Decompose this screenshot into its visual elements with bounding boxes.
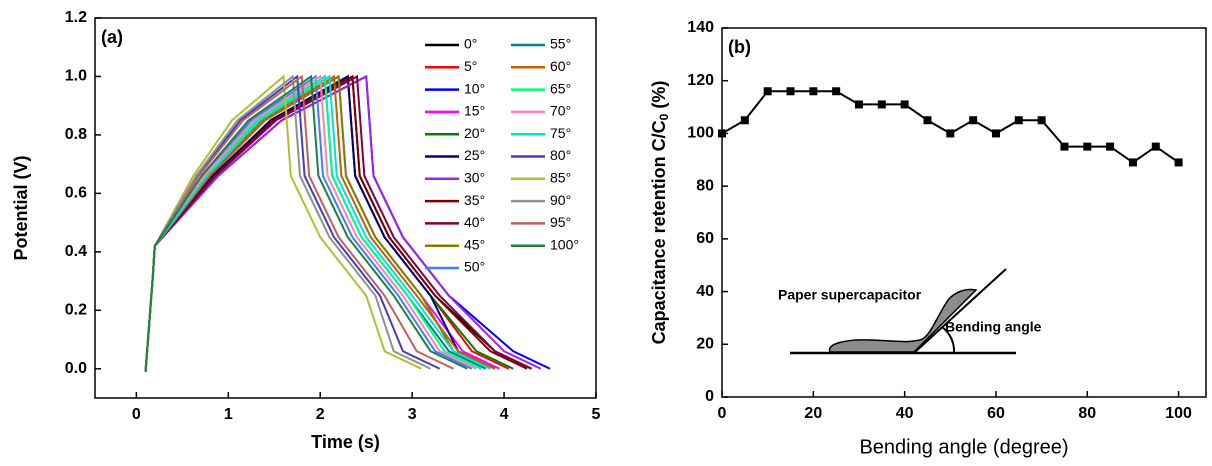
x-tick-label: 100 bbox=[1165, 405, 1192, 422]
y-tick-label: 40 bbox=[696, 283, 714, 300]
legend-label: 100° bbox=[550, 236, 579, 252]
marker bbox=[923, 116, 932, 125]
marker bbox=[1151, 142, 1160, 151]
x-tick-label: 5 bbox=[592, 406, 601, 423]
y-tick-label: 60 bbox=[696, 230, 714, 247]
legend-label: 85° bbox=[550, 170, 571, 186]
marker bbox=[786, 87, 795, 96]
y-tick-label: 0 bbox=[705, 388, 714, 405]
y-tick-label: 0.6 bbox=[65, 185, 87, 202]
marker bbox=[740, 116, 749, 125]
inset-drawing: Paper supercapacitor Bending angle bbox=[778, 268, 1042, 355]
y-tick-label: 0.2 bbox=[65, 302, 87, 319]
marker bbox=[809, 87, 818, 96]
y-tick-label: 0.4 bbox=[65, 243, 87, 260]
y-axis-label-main: Potential (V) bbox=[11, 155, 31, 260]
marker bbox=[1174, 158, 1183, 167]
y-tick-label: 0.8 bbox=[65, 126, 87, 143]
panel-label: (b) bbox=[728, 37, 751, 57]
plot-frame bbox=[94, 17, 597, 399]
data-line bbox=[144, 74, 551, 372]
y-tick-label: 140 bbox=[687, 19, 714, 36]
legend-label: 5° bbox=[464, 58, 477, 74]
y-axis-label-sub: 0 bbox=[657, 113, 671, 120]
marker bbox=[718, 129, 726, 138]
x-tick-label: 3 bbox=[408, 406, 417, 423]
x-tick-label: 40 bbox=[896, 405, 914, 422]
y-axis-label-end: (%) bbox=[649, 81, 669, 114]
legend-label: 25° bbox=[464, 147, 485, 163]
y-tick-label: 20 bbox=[696, 336, 714, 353]
legend-label: 75° bbox=[550, 125, 571, 141]
y-tick-label: 100 bbox=[687, 125, 714, 142]
marker bbox=[1014, 116, 1023, 125]
marker bbox=[832, 87, 841, 96]
legend-label: 35° bbox=[464, 192, 485, 208]
x-tick-label: 80 bbox=[1078, 405, 1096, 422]
x-axis-label: Time (s) bbox=[311, 432, 380, 452]
legend-label: 65° bbox=[550, 80, 571, 96]
plot-frame bbox=[721, 27, 1207, 398]
x-tick-label: 0 bbox=[132, 406, 141, 423]
legend-label: 50° bbox=[464, 259, 485, 275]
legend-label: 40° bbox=[464, 214, 485, 230]
legend-label: 95° bbox=[550, 214, 571, 230]
y-tick-label: 0.0 bbox=[65, 360, 87, 377]
x-tick-label: 4 bbox=[500, 406, 509, 423]
x-tick-label: 60 bbox=[987, 405, 1005, 422]
y-tick-label: 1.2 bbox=[65, 9, 87, 26]
legend-label: 15° bbox=[464, 103, 485, 119]
data-line bbox=[144, 74, 422, 372]
marker bbox=[1128, 158, 1137, 167]
legend-label: 45° bbox=[464, 236, 485, 252]
marker bbox=[1083, 142, 1092, 151]
marker bbox=[969, 116, 978, 125]
marker bbox=[877, 100, 886, 109]
data-line bbox=[721, 90, 1180, 164]
marker bbox=[991, 129, 1000, 138]
marker bbox=[1106, 142, 1115, 151]
legend-label: 30° bbox=[464, 170, 485, 186]
x-tick-label: 0 bbox=[718, 405, 727, 422]
bend-line bbox=[913, 268, 1007, 354]
data-line bbox=[144, 74, 468, 372]
panel-label: (a) bbox=[101, 27, 123, 47]
legend-label: 60° bbox=[550, 58, 571, 74]
paper-shape bbox=[828, 288, 978, 353]
y-axis-label-main: Capacitance retention C/C bbox=[649, 120, 669, 344]
x-tick-label: 2 bbox=[316, 406, 325, 423]
legend-label: 90° bbox=[550, 192, 571, 208]
annotation: Bending angle bbox=[945, 319, 1042, 335]
annotation: Paper supercapacitor bbox=[778, 287, 922, 303]
angle-arc bbox=[941, 326, 956, 354]
y-axis-label: Potential (V) bbox=[11, 155, 31, 260]
legend-label: 10° bbox=[464, 80, 485, 96]
x-tick-label: 1 bbox=[224, 406, 233, 423]
legend-label: 0° bbox=[464, 36, 477, 52]
marker bbox=[1037, 116, 1046, 125]
legend-label: 55° bbox=[550, 36, 571, 52]
marker bbox=[900, 100, 909, 109]
legend-label: 80° bbox=[550, 147, 571, 163]
x-tick-label: 20 bbox=[804, 405, 822, 422]
y-axis-label: Capacitance retention C/C0 (%) bbox=[649, 81, 671, 345]
legend-label: 20° bbox=[464, 125, 485, 141]
y-tick-label: 1.0 bbox=[65, 68, 87, 85]
y-tick-label: 80 bbox=[696, 177, 714, 194]
marker bbox=[946, 129, 955, 138]
y-tick-label: 120 bbox=[687, 72, 714, 89]
marker bbox=[763, 87, 772, 96]
marker bbox=[854, 100, 863, 109]
x-axis-label: Bending angle (degree) bbox=[859, 436, 1068, 458]
legend-label: 70° bbox=[550, 103, 571, 119]
marker bbox=[1060, 142, 1069, 151]
